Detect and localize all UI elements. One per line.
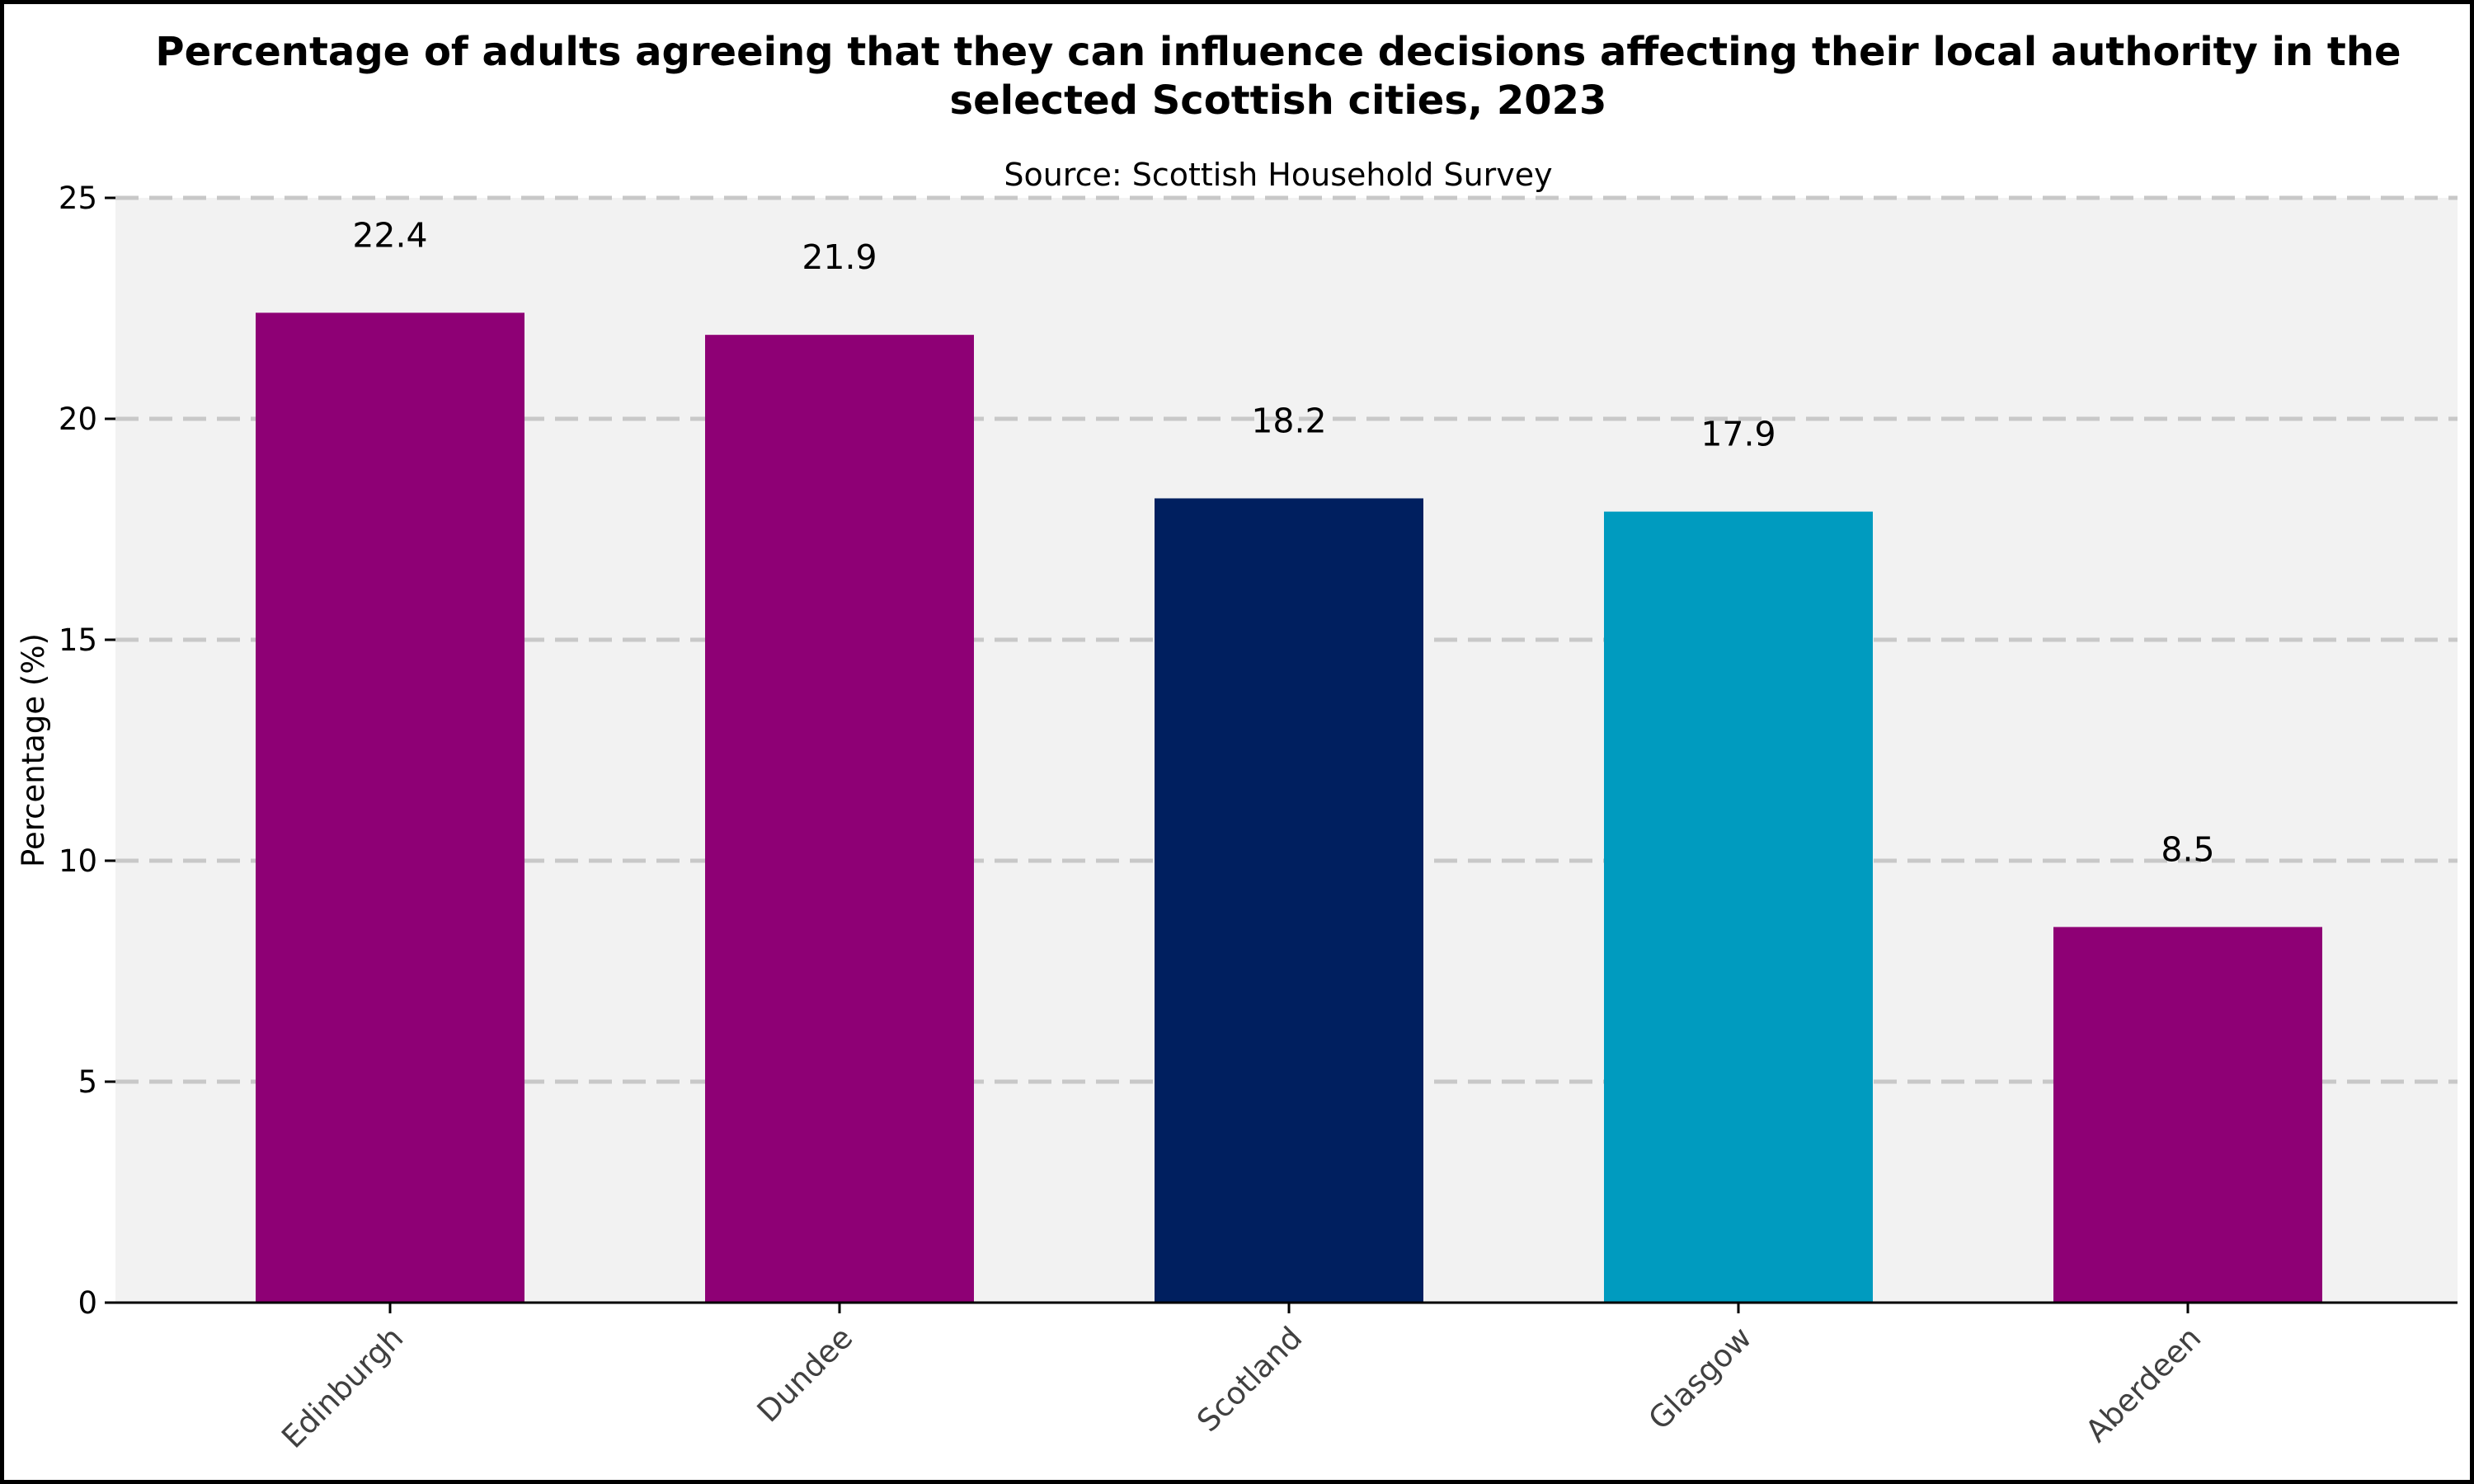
x-tick-label: Edinburgh	[275, 1320, 410, 1455]
axes: 0 5 10 15 20 25	[59, 181, 2458, 1321]
y-axis-title: Percentage (%)	[16, 633, 51, 867]
value-label: 8.5	[2161, 829, 2214, 869]
x-tick-label: Dundee	[750, 1320, 860, 1430]
x-tick-label: Aberdeen	[2079, 1320, 2208, 1449]
bars	[256, 312, 2322, 1303]
bar-dundee	[705, 335, 974, 1303]
bar-glasgow	[1604, 511, 1873, 1303]
y-tick-label: 5	[78, 1064, 97, 1100]
x-tick-label: Glasgow	[1642, 1320, 1759, 1437]
value-label: 21.9	[802, 237, 877, 277]
y-tick-label: 15	[59, 622, 97, 658]
bar-edinburgh	[256, 312, 524, 1303]
y-tick-label: 25	[59, 181, 97, 216]
y-tick-label: 20	[59, 402, 97, 437]
bar-scotland	[1155, 498, 1423, 1303]
value-label: 18.2	[1251, 401, 1326, 440]
value-label: 17.9	[1700, 415, 1776, 454]
bar-aberdeen	[2053, 927, 2322, 1303]
value-label: 22.4	[352, 215, 427, 255]
y-tick-label: 0	[78, 1285, 97, 1321]
x-tick-label: Scotland	[1190, 1320, 1309, 1439]
chart-title: Percentage of adults agreeing that they …	[155, 29, 2401, 124]
chart-subtitle: Source: Scottish Household Survey	[1004, 157, 1553, 193]
y-tick-label: 10	[59, 843, 97, 879]
